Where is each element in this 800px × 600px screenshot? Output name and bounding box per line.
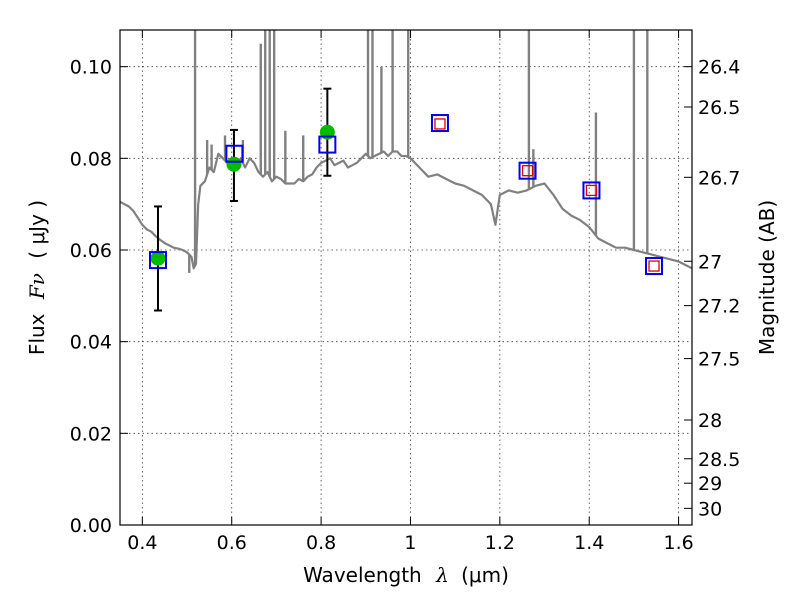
x-axis-label-prefix: Wavelength: [303, 563, 422, 587]
x-tick-label: 0.6: [217, 532, 247, 554]
x-tick-label: 1.6: [663, 532, 693, 554]
model-spectrum-line: [120, 150, 692, 270]
x-tick-label: 1.2: [485, 532, 515, 554]
plot-area: [120, 30, 692, 312]
right-tick-label: 26.4: [698, 57, 740, 79]
data-point-square-small: [585, 184, 598, 197]
y-tick-label: 0.06: [70, 240, 112, 262]
right-tick-label: 29: [698, 473, 722, 495]
y-tick-label: 0.04: [70, 332, 112, 354]
data-point-square-small: [434, 118, 446, 130]
y-tick-label: 0.02: [70, 423, 112, 445]
y-tick-label: 0.08: [70, 148, 112, 170]
right-tick-label: 26.5: [698, 97, 740, 119]
right-tick-label: 27.2: [698, 296, 740, 318]
y-axis-label-symbol: Fν: [25, 273, 49, 300]
x-axis-label-symbol: λ: [435, 563, 449, 587]
photometry-markers: [148, 114, 664, 276]
data-point-square: [225, 144, 244, 163]
data-point-square: [518, 161, 537, 180]
right-tick-label: 30: [698, 498, 722, 520]
x-axis-ticks: 0.4 0.6 0.8 1 1.2 1.4 1.6: [127, 30, 694, 554]
right-tick-label: 27.5: [698, 349, 740, 371]
y-axis-label-unit: ( μJy ): [25, 200, 49, 259]
data-point-square-small: [521, 165, 534, 177]
y-axis-label-prefix: Flux: [25, 313, 49, 355]
y-tick-label: 0.10: [70, 57, 112, 79]
data-point-circle: [226, 156, 242, 172]
x-tick-label: 0.8: [306, 532, 336, 554]
y-tick-label: 0.00: [70, 515, 112, 537]
axes-frame: [119, 29, 693, 526]
x-tick-label: 1: [404, 532, 416, 554]
x-axis-label-unit: (μm): [461, 563, 509, 587]
data-point-square: [318, 135, 337, 154]
y-axis-label: Flux Fν ( μJy ): [25, 200, 49, 355]
grid: [120, 30, 692, 526]
emission-lines: [188, 30, 649, 273]
data-point-square: [148, 251, 167, 270]
data-point-square-small: [648, 260, 660, 272]
right-axis-ticks: 26.4 26.5 26.7 27 27.2 27.5 28 28.529 30: [684, 57, 740, 520]
right-tick-label: 28.5: [698, 449, 740, 471]
right-tick-label: 27: [698, 251, 722, 273]
error-bars: [153, 87, 332, 312]
x-tick-label: 1.4: [574, 532, 604, 554]
right-axis-label: Magnitude (AB): [755, 200, 779, 355]
data-point-square: [582, 181, 601, 200]
data-point-square: [645, 257, 664, 276]
data-point-circle: [150, 250, 166, 266]
x-tick-label: 0.4: [127, 532, 157, 554]
y-axis-ticks: 0.00 0.02 0.04 0.06 0.08 0.10: [70, 57, 128, 537]
data-point-square: [430, 114, 449, 133]
x-axis-label: Wavelength λ (μm): [303, 563, 509, 587]
right-tick-label: 26.7: [698, 167, 740, 189]
right-tick-label: 28: [698, 410, 722, 432]
